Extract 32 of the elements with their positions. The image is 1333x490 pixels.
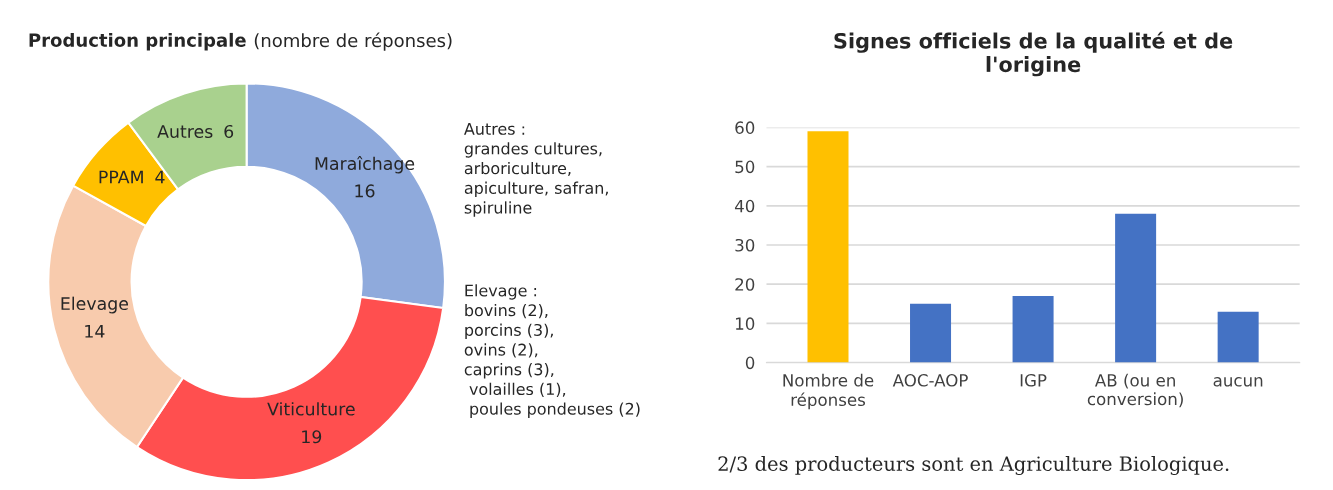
bar (807, 131, 849, 363)
y-tick-label: 0 (745, 356, 755, 370)
y-tick-label: 30 (735, 238, 755, 252)
bar (1012, 295, 1054, 363)
x-tick-label: aucun (1213, 377, 1263, 387)
x-tick-label: Nombre de réponses (783, 373, 874, 410)
bar (1217, 311, 1259, 363)
y-tick-label: 20 (735, 278, 755, 291)
slice-label: Autres (157, 125, 213, 139)
data-label: 4 (155, 170, 165, 184)
x-tick-label: AB (ou en conversion) (1087, 373, 1183, 408)
data-label: 19 (302, 430, 322, 444)
slice-label: PPAM (99, 170, 143, 184)
text: Elevage : bovins (2), porcins (3), ovins (2), caprins (3), volailles (1), poules pondeuses (2) (464, 284, 640, 418)
chart-title: Signes officiels de la qualité et de l'origine (834, 31, 1233, 77)
chart-title: Production principale (29, 32, 246, 51)
y-tick-label: 50 (735, 160, 755, 174)
slice-label: Elevage (61, 296, 129, 314)
text: 2/3 des producteurs sont en Agriculture Biologique. (718, 455, 1229, 476)
y-tick-label: 60 (735, 121, 755, 134)
slice-label: Viticulture (267, 402, 355, 416)
y-tick-label: 40 (734, 199, 755, 213)
x-tick-label: AOC-AOP (892, 374, 968, 387)
data-label: 16 (355, 184, 375, 198)
data-label: 6 (224, 124, 234, 139)
bar (1115, 213, 1157, 363)
data-label: 14 (85, 324, 105, 338)
chart-subtitle: (nombre de réponses) (254, 32, 452, 51)
y-tick-label: 10 (735, 317, 755, 330)
x-tick-label: IGP (1020, 374, 1047, 387)
bar (910, 303, 952, 363)
text: Autres : grandes cultures, arboriculture, apiculture, safran, spiruline (464, 122, 608, 217)
